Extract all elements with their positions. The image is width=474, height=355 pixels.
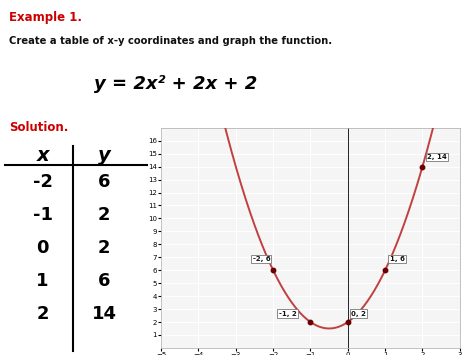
Text: -1, 2: -1, 2 <box>279 311 297 317</box>
Text: 0: 0 <box>36 239 49 257</box>
Text: Create a table of x-y coordinates and graph the function.: Create a table of x-y coordinates and gr… <box>9 36 333 45</box>
Text: 2: 2 <box>98 206 110 224</box>
Text: Solution.: Solution. <box>9 121 69 134</box>
Text: 1: 1 <box>36 272 49 290</box>
Text: -2: -2 <box>33 173 53 191</box>
Text: x: x <box>36 146 49 165</box>
Text: 6: 6 <box>98 272 110 290</box>
Text: -2, 6: -2, 6 <box>253 256 270 262</box>
Text: -1: -1 <box>33 206 53 224</box>
Text: 1, 6: 1, 6 <box>390 256 404 262</box>
Text: 14: 14 <box>92 305 117 323</box>
Text: 2, 14: 2, 14 <box>427 154 447 160</box>
Text: y: y <box>98 146 110 165</box>
Text: 2: 2 <box>36 305 49 323</box>
Text: 0, 2: 0, 2 <box>351 311 365 317</box>
Text: 6: 6 <box>98 173 110 191</box>
Text: Example 1.: Example 1. <box>9 11 82 24</box>
Text: y = 2x² + 2x + 2: y = 2x² + 2x + 2 <box>94 75 257 93</box>
Text: 2: 2 <box>98 239 110 257</box>
